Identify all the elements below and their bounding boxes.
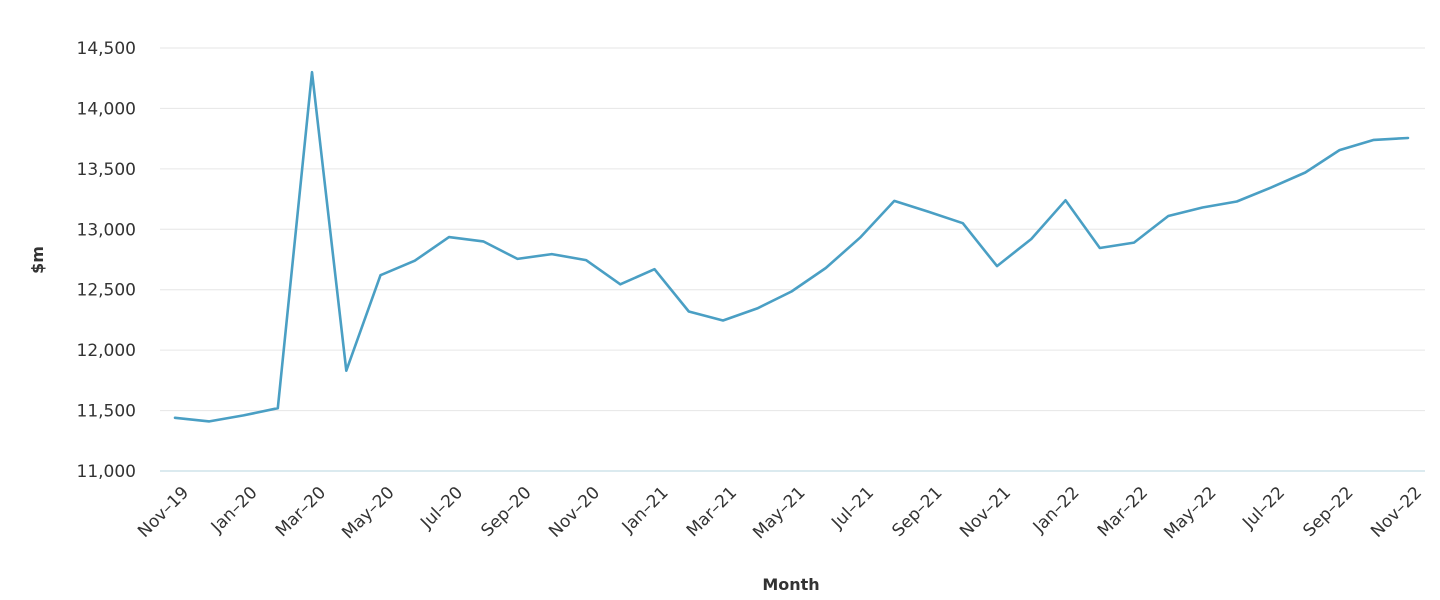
y-tick-label: 13,500	[77, 160, 136, 180]
x-tick-label: Mar–22	[1094, 483, 1152, 541]
x-tick-label: Nov–22	[1367, 483, 1426, 542]
y-tick-label: 11,000	[77, 462, 136, 482]
x-tick-label: Nov–19	[134, 483, 193, 542]
x-tick-label: May–20	[338, 483, 398, 543]
series-line	[173, 70, 1410, 423]
y-tick-label: 12,000	[77, 341, 136, 361]
y-axis-ticks: 11,000 11,500 12,000 12,500 13,000 13,500 14,0…	[77, 39, 136, 482]
x-tick-label: Nov–21	[956, 483, 1015, 542]
y-axis-title: $m	[28, 246, 47, 274]
x-tick-label: Jan–20	[207, 483, 262, 538]
y-tick-label: 12,500	[77, 281, 136, 301]
y-tick-label: 14,000	[77, 99, 136, 119]
y-tick-label: 11,500	[77, 402, 136, 422]
y-tick-label: 13,000	[77, 220, 136, 240]
x-tick-label: May–22	[1160, 483, 1220, 543]
x-tick-label: Mar–20	[272, 483, 330, 541]
gridlines	[160, 47, 1425, 412]
x-tick-label: Jan–22	[1029, 483, 1084, 538]
x-axis-ticks: Nov–19 Jan–20 Mar–20 May–20 Jul–20 Sep–20 Nov–…	[134, 483, 1426, 543]
x-tick-label: Jul–22	[1238, 483, 1289, 534]
x-tick-label: May–21	[749, 483, 809, 543]
x-tick-label: Sep–22	[1299, 483, 1357, 541]
x-axis-title: Month	[762, 575, 819, 594]
x-tick-label: Mar–21	[683, 483, 741, 541]
x-tick-label: Jul–21	[827, 483, 878, 534]
series-group	[173, 70, 1410, 423]
x-tick-label: Jul–20	[416, 483, 467, 534]
x-tick-label: Sep–21	[888, 483, 946, 541]
y-tick-label: 14,500	[77, 39, 136, 59]
x-tick-label: Jan–21	[618, 483, 673, 538]
x-tick-label: Sep–20	[477, 483, 535, 541]
x-tick-label: Nov–20	[545, 483, 604, 542]
